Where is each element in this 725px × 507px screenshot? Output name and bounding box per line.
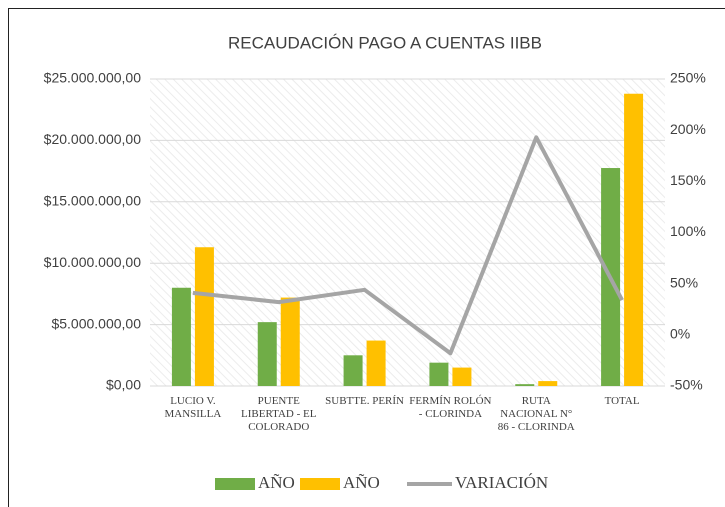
y-tick-label: $25.000.000,00 <box>44 70 142 86</box>
chart-title: RECAUDACIÓN PAGO A CUENTAS IIBB <box>228 33 542 52</box>
plot-background <box>150 79 665 386</box>
bar <box>624 93 644 387</box>
bar <box>257 322 277 386</box>
legend-label: AÑO <box>258 473 295 492</box>
legend-label: VARIACIÓN <box>455 473 548 492</box>
bar <box>366 340 386 386</box>
y-tick-label: $0,00 <box>106 377 141 393</box>
bar <box>280 297 300 386</box>
y2-tick-label: -50% <box>670 377 703 393</box>
y-tick-label: $10.000.000,00 <box>44 254 142 270</box>
bar <box>515 384 535 386</box>
legend-swatch <box>300 478 340 490</box>
x-tick-label: SUBTTE. PERÍN <box>325 395 404 407</box>
chart-border <box>8 8 725 507</box>
bar <box>538 381 558 386</box>
legend-swatch <box>215 478 255 490</box>
y2-tick-label: 200% <box>670 121 706 137</box>
x-tick-label: LUCIO V. MANSILLA <box>164 395 222 420</box>
bar <box>452 367 472 386</box>
bar <box>194 247 214 386</box>
x-tick-label: FERMÍN ROLÓN - CLORINDA <box>409 395 492 420</box>
y-tick-label: $5.000.000,00 <box>51 315 141 331</box>
y2-tick-label: 250% <box>670 70 706 86</box>
y-tick-label: $20.000.000,00 <box>44 131 142 147</box>
bar <box>429 362 449 386</box>
x-tick-label: PUENTE LIBERTAD - EL COLORADO <box>241 395 317 433</box>
line-series <box>192 135 624 356</box>
bar <box>171 287 191 386</box>
bar <box>343 355 363 386</box>
y2-tick-label: 50% <box>670 274 698 290</box>
x-tick-label: RUTA NACIONAL N° 86 - CLORINDA <box>497 395 575 433</box>
y-tick-label: $15.000.000,00 <box>44 193 142 209</box>
y2-tick-label: 0% <box>670 326 690 342</box>
y2-tick-label: 100% <box>670 223 706 239</box>
y2-tick-label: 150% <box>670 172 706 188</box>
legend-label: AÑO <box>343 473 380 492</box>
x-tick-label: TOTAL <box>604 395 640 407</box>
